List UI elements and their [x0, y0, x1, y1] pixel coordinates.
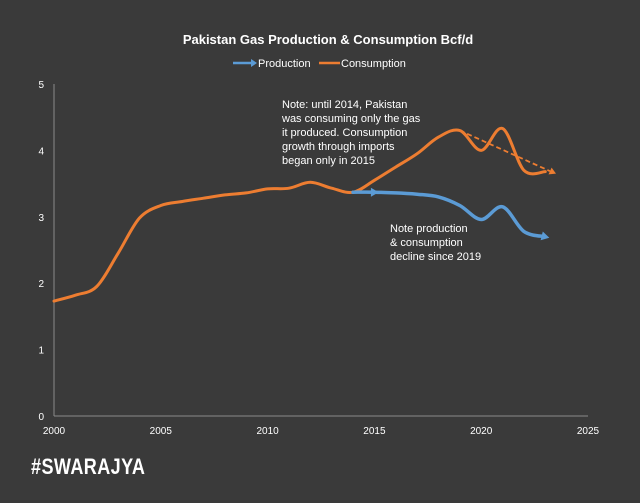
annotation-imports-line-1: Note: until 2014, Pakistan [282, 99, 407, 111]
consumption-trend-arrowhead [548, 167, 556, 175]
y-tick-label-5: 5 [38, 80, 44, 91]
legend-production-label: Production [258, 58, 311, 70]
y-tick-label-1: 1 [38, 346, 44, 357]
axes [53, 84, 588, 417]
production-start-arrowhead [370, 187, 379, 197]
annotation-imports-line-2: was consuming only the gas [281, 113, 421, 125]
legend: Production Consumption [233, 58, 406, 70]
y-tick-label-3: 3 [38, 213, 44, 224]
series-line-production [351, 190, 548, 239]
annotation-imports-line-3: it produced. Consumption [282, 127, 407, 139]
consumption-trend-arrow [459, 129, 551, 172]
annotation-decline-line-2: & consumption [390, 237, 463, 249]
legend-consumption-label: Consumption [341, 58, 406, 70]
chart-title: Pakistan Gas Production & Consumption Bc… [183, 32, 473, 47]
brand-logo: #SWARAJYA [31, 454, 146, 479]
x-tick-label-2020: 2020 [470, 426, 493, 437]
x-tick-label-2000: 2000 [43, 426, 66, 437]
y-tick-label-0: 0 [38, 412, 44, 423]
annotation-imports-line-5: began only in 2015 [282, 155, 375, 167]
annotation-decline-line-3: decline since 2019 [390, 251, 481, 263]
x-tick-label-2005: 2005 [150, 426, 173, 437]
annotation-imports-line-4: growth through imports [282, 141, 395, 153]
tick-labels: 2000 2005 2010 2015 2020 2025 0 1 2 3 4 5 [38, 80, 599, 437]
x-tick-label-2015: 2015 [363, 426, 386, 437]
annotation-decline-line-1: Note production [390, 223, 468, 235]
y-tick-label-2: 2 [38, 279, 44, 290]
plot-area [52, 126, 556, 303]
legend-production-arrowhead [251, 59, 257, 67]
x-tick-label-2010: 2010 [256, 426, 279, 437]
y-tick-label-4: 4 [38, 146, 44, 157]
x-tick-label-2025: 2025 [577, 426, 600, 437]
production-end-arrowhead [540, 231, 550, 241]
